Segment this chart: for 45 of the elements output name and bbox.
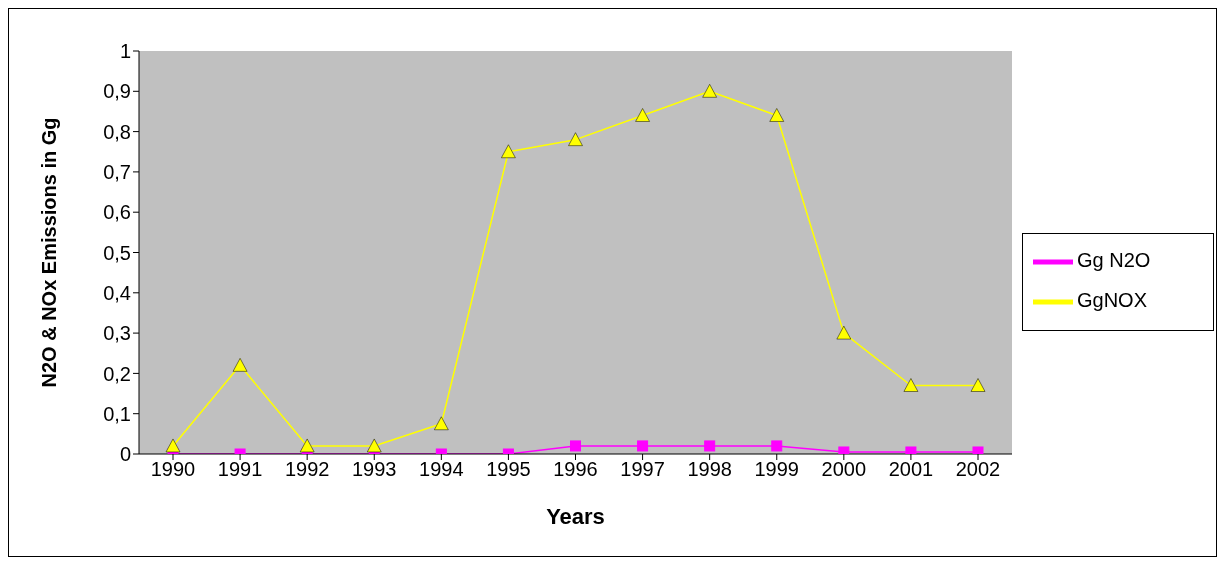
y-tick-label: 0,1 [103,402,131,425]
point [501,144,516,158]
x-axis-title: Years [546,504,605,529]
point [637,440,649,452]
x-tick-label: 1993 [352,458,397,481]
point [903,378,919,392]
point [970,378,986,392]
y-tick-label: 1 [119,40,131,63]
x-tick-label: 1994 [419,458,464,481]
point [704,440,716,452]
point [836,325,852,340]
x-tick-label: 1995 [486,458,531,481]
y-tick-label: 0,8 [103,120,131,143]
y-tick-label: 0 [119,443,131,466]
y-tick-label: 0,5 [103,241,131,264]
y-tick-label: 0,6 [103,201,131,224]
point [165,438,181,453]
point [769,108,784,122]
point [299,438,315,453]
x-tick-label: 2000 [821,458,867,481]
point [702,84,717,98]
point [434,416,449,431]
x-tick-label: 2002 [955,458,1001,481]
x-tick-label: 1996 [553,458,598,481]
point [568,132,583,146]
x-tick-label: 1999 [754,458,799,481]
y-tick-label: 0,2 [103,362,131,385]
x-tick-label: 1998 [687,458,732,481]
x-tick-label: 2001 [888,458,934,481]
y-axis-title: N2O & NOx Emissions in Gg [38,117,61,388]
point [635,108,650,122]
legend-label: Gg N2O [1077,248,1151,271]
x-tick-label: 1991 [217,458,263,481]
point [771,440,783,452]
x-tick-label: 1990 [150,458,196,481]
x-tick-label: 1992 [284,458,330,481]
point [570,440,581,452]
y-tick-label: 0,9 [103,80,131,103]
y-tick-label: 0,7 [103,161,131,183]
y-tick-label: 0,4 [103,281,131,304]
legend-label: GgNOX [1077,288,1148,311]
point [232,358,248,372]
x-tick-label: 1997 [620,458,665,481]
point [367,438,382,453]
y-tick-label: 0,3 [103,322,131,345]
